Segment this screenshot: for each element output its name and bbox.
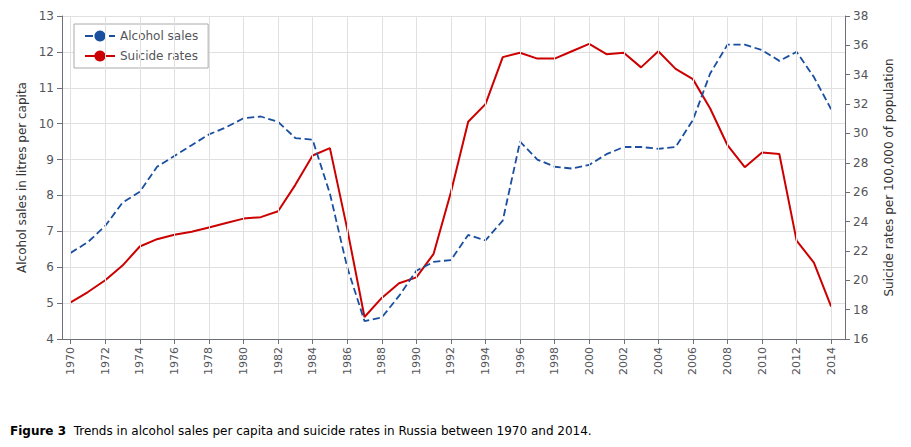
svg-text:1970: 1970 [64, 347, 77, 375]
svg-text:1978: 1978 [202, 347, 215, 375]
svg-text:1988: 1988 [375, 347, 388, 375]
svg-text:1974: 1974 [133, 347, 146, 375]
svg-text:38: 38 [853, 9, 868, 23]
svg-text:34: 34 [853, 68, 868, 82]
svg-text:1972: 1972 [99, 347, 112, 375]
svg-text:7: 7 [46, 224, 54, 238]
svg-text:1984: 1984 [306, 347, 319, 375]
svg-text:5: 5 [46, 296, 54, 310]
svg-text:2014: 2014 [825, 347, 838, 375]
svg-text:Alcohol sales in litres per ca: Alcohol sales in litres per capita [15, 82, 29, 273]
svg-text:Suicide rates per 100,000 of p: Suicide rates per 100,000 of population [882, 58, 896, 296]
svg-text:1996: 1996 [514, 347, 527, 375]
svg-text:2000: 2000 [583, 347, 596, 375]
svg-text:8: 8 [46, 188, 54, 202]
svg-text:Figure 3: Figure 3 [10, 424, 66, 438]
svg-text:9: 9 [46, 153, 54, 167]
svg-text:28: 28 [853, 156, 868, 170]
svg-text:1998: 1998 [548, 347, 561, 375]
svg-text:1986: 1986 [341, 347, 354, 375]
svg-text:Trends in alcohol sales per ca: Trends in alcohol sales per capita and s… [66, 424, 592, 438]
svg-text:2002: 2002 [617, 347, 630, 375]
svg-text:6: 6 [46, 260, 54, 274]
svg-text:11: 11 [39, 81, 54, 95]
svg-text:Alcohol sales: Alcohol sales [120, 29, 198, 43]
svg-text:22: 22 [853, 244, 868, 258]
svg-text:1982: 1982 [272, 347, 285, 375]
svg-text:1990: 1990 [410, 347, 423, 375]
svg-text:2008: 2008 [721, 347, 734, 375]
svg-text:36: 36 [853, 38, 868, 52]
svg-text:2010: 2010 [756, 347, 769, 375]
svg-text:2004: 2004 [652, 347, 665, 375]
svg-text:1992: 1992 [444, 347, 457, 375]
svg-text:Suicide rates: Suicide rates [120, 49, 198, 63]
svg-text:30: 30 [853, 126, 868, 140]
svg-text:32: 32 [853, 97, 868, 111]
svg-text:18: 18 [853, 303, 868, 317]
svg-text:10: 10 [39, 117, 54, 131]
svg-text:24: 24 [853, 215, 868, 229]
svg-text:2012: 2012 [790, 347, 803, 375]
svg-text:16: 16 [853, 332, 868, 346]
svg-text:12: 12 [39, 45, 54, 59]
svg-text:20: 20 [853, 273, 868, 287]
svg-text:2006: 2006 [686, 347, 699, 375]
svg-text:1994: 1994 [479, 347, 492, 375]
svg-text:4: 4 [46, 332, 54, 346]
svg-text:1980: 1980 [237, 347, 250, 375]
svg-text:13: 13 [39, 9, 54, 23]
svg-text:1976: 1976 [168, 347, 181, 375]
svg-text:26: 26 [853, 185, 868, 199]
